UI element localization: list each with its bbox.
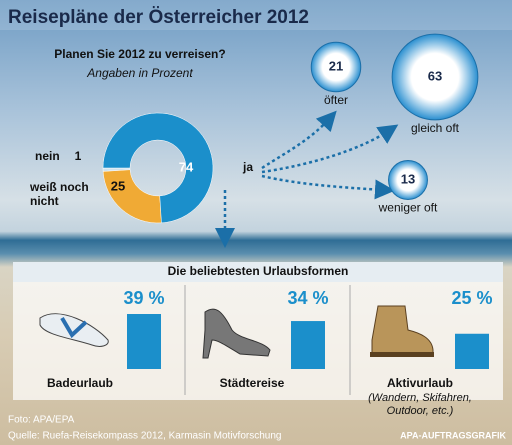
sandal-icon — [39, 313, 109, 347]
pie-label: weiß noch nicht — [30, 180, 89, 208]
bubble-value: 63 — [428, 68, 442, 83]
bar — [455, 333, 489, 369]
bubble — [310, 41, 362, 93]
value-label: 25 — [111, 178, 125, 193]
panel-header — [13, 262, 503, 282]
bar — [291, 321, 325, 369]
category-note: (Wandern, Skifahren, Outdoor, etc.) — [368, 392, 472, 417]
arrows — [215, 110, 399, 248]
pie-slice — [102, 112, 214, 224]
bubble-label: öfter — [324, 93, 348, 107]
category-note: (Wandern, Skifahren, Outdoor, etc.) — [368, 392, 472, 417]
credit: APA-AUFTRAGSGRAFIK — [400, 430, 506, 440]
value-label: 74 — [179, 159, 194, 174]
source: Quelle: Ruefa-Reisekompass 2012, Karmasi… — [8, 431, 281, 442]
pie-label: ja — [242, 160, 253, 174]
value-label: 1 — [75, 149, 82, 163]
value-label: 25 % — [451, 288, 492, 308]
subtitle: Angaben in Prozent — [86, 66, 193, 80]
category-label: Badeurlaub — [47, 376, 113, 390]
bar — [127, 314, 161, 369]
bubble-value: 13 — [401, 171, 415, 186]
boot-icon — [370, 305, 434, 357]
bubble-label: gleich oft — [411, 121, 460, 135]
bubble-label: weniger oft — [378, 201, 438, 215]
bubble — [388, 160, 428, 200]
pie-label: nein — [35, 149, 60, 163]
value-label: 39 % — [123, 288, 164, 308]
value-label: 34 % — [287, 288, 328, 308]
category-label: Städtereise — [220, 376, 285, 390]
photo-credit: Foto: APA/EPA — [8, 415, 75, 426]
panel-title: Die beliebtesten Urlaubsformen — [168, 264, 349, 278]
shoe-icon — [202, 308, 271, 359]
category-label: Aktivurlaub — [387, 376, 453, 390]
title-band — [0, 0, 512, 30]
title: Reisepläne der Österreicher 2012 — [8, 7, 309, 28]
bubble-value: 21 — [329, 58, 343, 73]
bubble — [391, 33, 479, 121]
question: Planen Sie 2012 zu verreisen? — [54, 47, 225, 61]
